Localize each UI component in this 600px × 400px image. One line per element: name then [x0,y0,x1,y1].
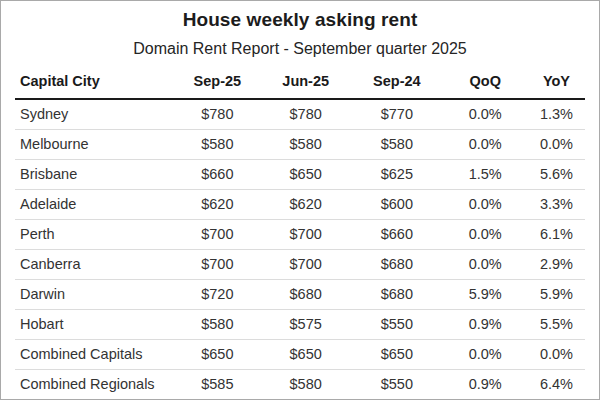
table-cell-value: $620 [175,190,261,220]
report-frame: House weekly asking rent Domain Rent Rep… [0,0,600,400]
table-cell-value: 3.3% [528,190,585,220]
table-cell-value: 5.6% [528,160,585,190]
table-row: Adelaide$620$620$6000.0%3.3% [15,190,585,220]
table-cell-value: 6.1% [528,220,585,250]
table-cell-value: 0.0% [442,130,528,160]
table-cell-value: $700 [175,250,261,280]
table-cell-value: 5.9% [442,280,528,310]
table-cell-value: $580 [175,310,261,340]
table-cell-value: $650 [175,340,261,370]
table-cell-value: $550 [351,310,442,340]
table-cell-value: $720 [175,280,261,310]
table-cell-value: $770 [351,99,442,130]
table-cell-value: 0.0% [442,99,528,130]
table-cell-city: Combined Capitals [15,340,175,370]
table-cell-value: $550 [351,370,442,400]
table-row: Combined Regionals$585$580$5500.9%6.4% [15,370,585,400]
table-cell-value: 0.0% [442,340,528,370]
table-cell-value: 6.4% [528,370,585,400]
table-cell-value: $650 [351,340,442,370]
table-cell-value: 1.5% [442,160,528,190]
table-cell-city: Perth [15,220,175,250]
table-cell-value: 0.0% [528,130,585,160]
table-cell-value: 0.0% [442,250,528,280]
table-cell-value: $650 [260,160,351,190]
table-cell-value: 1.3% [528,99,585,130]
table-cell-value: $660 [175,160,261,190]
table-cell-value: $620 [260,190,351,220]
column-header-jun-25: Jun-25 [260,65,351,99]
table-cell-value: 2.9% [528,250,585,280]
table-cell-value: 0.0% [442,220,528,250]
page-subtitle: Domain Rent Report - September quarter 2… [1,40,599,58]
table-cell-city: Hobart [15,310,175,340]
table-cell-value: 0.0% [442,190,528,220]
table-cell-city: Combined Regionals [15,370,175,400]
table-row: Perth$700$700$6600.0%6.1% [15,220,585,250]
rent-table: Capital City Sep-25 Jun-25 Sep-24 QoQ Yo… [15,65,585,400]
table-row: Sydney$780$780$7700.0%1.3% [15,99,585,130]
table-cell-value: $680 [351,250,442,280]
table-cell-value: 5.5% [528,310,585,340]
table-cell-city: Brisbane [15,160,175,190]
table-cell-city: Melbourne [15,130,175,160]
table-cell-value: $580 [260,370,351,400]
table-cell-value: 0.9% [442,310,528,340]
table-cell-city: Darwin [15,280,175,310]
table-cell-value: $580 [260,130,351,160]
table-cell-value: $700 [260,250,351,280]
table-cell-value: 0.0% [528,340,585,370]
table-row: Combined Capitals$650$650$6500.0%0.0% [15,340,585,370]
table-row: Melbourne$580$580$5800.0%0.0% [15,130,585,160]
table-cell-city: Sydney [15,99,175,130]
table-cell-value: $780 [175,99,261,130]
table-cell-value: $680 [351,280,442,310]
table-cell-value: $580 [351,130,442,160]
table-row: Darwin$720$680$6805.9%5.9% [15,280,585,310]
table-cell-value: $625 [351,160,442,190]
page-title: House weekly asking rent [1,9,599,31]
table-cell-value: $575 [260,310,351,340]
column-header-yoy: YoY [528,65,585,99]
table-cell-value: 0.9% [442,370,528,400]
table-cell-value: $700 [175,220,261,250]
table-cell-value: $585 [175,370,261,400]
table-cell-value: $780 [260,99,351,130]
table-header-row: Capital City Sep-25 Jun-25 Sep-24 QoQ Yo… [15,65,585,99]
table-body: Sydney$780$780$7700.0%1.3%Melbourne$580$… [15,99,585,400]
table-cell-value: $700 [260,220,351,250]
table-cell-value: $600 [351,190,442,220]
table-row: Canberra$700$700$6800.0%2.9% [15,250,585,280]
table-row: Hobart$580$575$5500.9%5.5% [15,310,585,340]
table-cell-value: $650 [260,340,351,370]
column-header-capital-city: Capital City [15,65,175,99]
table-cell-city: Adelaide [15,190,175,220]
table-cell-city: Canberra [15,250,175,280]
column-header-sep-24: Sep-24 [351,65,442,99]
table-cell-value: 5.9% [528,280,585,310]
table-cell-value: $680 [260,280,351,310]
table-cell-value: $580 [175,130,261,160]
column-header-qoq: QoQ [442,65,528,99]
table-cell-value: $660 [351,220,442,250]
column-header-sep-25: Sep-25 [175,65,261,99]
table-row: Brisbane$660$650$6251.5%5.6% [15,160,585,190]
